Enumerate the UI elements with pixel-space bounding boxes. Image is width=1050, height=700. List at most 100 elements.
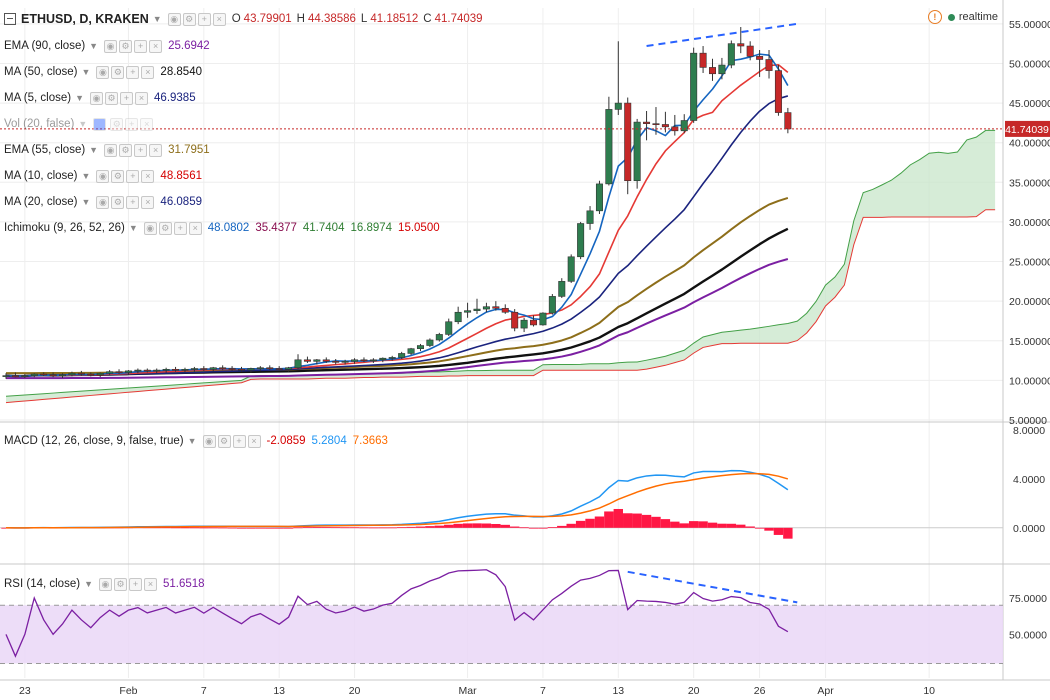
chevron-down-icon[interactable]: ▼ <box>89 41 99 51</box>
chevron-down-icon[interactable]: ▼ <box>152 14 162 24</box>
legend-controls[interactable]: ◉ ⚙ + × <box>98 577 157 591</box>
macd-histogram-bar <box>717 523 727 528</box>
chevron-down-icon[interactable]: ▼ <box>81 171 91 181</box>
legend-controls[interactable]: ◉ ⚙ + × <box>96 195 155 209</box>
legend-ema90[interactable]: EMA (90, close) ▼ ◉ ⚙ + × 25.6942 <box>4 37 216 55</box>
legend-controls[interactable]: ◉ ⚙ + × <box>104 39 163 53</box>
candle-body <box>652 123 660 125</box>
candle-body <box>520 319 528 329</box>
chevron-down-icon[interactable]: ▼ <box>81 197 91 207</box>
legend-controls[interactable]: ◉ ⚙ + × <box>202 434 261 448</box>
time-tick-label: 7 <box>201 685 207 697</box>
chevron-down-icon[interactable]: ▼ <box>89 145 99 155</box>
candle-body <box>379 357 387 361</box>
candle-body <box>59 374 67 377</box>
legend-ma50[interactable]: MA (50, close) ▼ ◉ ⚙ + × 28.8540 <box>4 63 208 81</box>
legend-controls[interactable]: ◉ ⚙ + × <box>104 143 163 157</box>
macd-line <box>5 469 789 529</box>
candle-body <box>435 334 443 341</box>
macd-histogram-bar <box>745 526 755 528</box>
legend-label[interactable]: EMA (55, close) <box>4 144 86 156</box>
collapse-icon[interactable] <box>4 13 16 25</box>
series-controls[interactable]: ◉ ⚙ + × <box>167 12 226 26</box>
legend-macd[interactable]: MACD (12, 26, close, 9, false, true) ▼ ◉ ⚙ +… <box>4 432 394 450</box>
candle-body <box>200 368 208 370</box>
chevron-down-icon[interactable]: ▼ <box>78 119 88 129</box>
candle-body <box>2 375 10 377</box>
candle-body <box>68 372 76 376</box>
candle-body <box>680 120 688 132</box>
ichimoku-cloud <box>6 130 996 403</box>
legend-ma5[interactable]: MA (5, close) ▼ ◉ ⚙ + × 46.9385 <box>4 89 202 107</box>
macd-histogram-bar <box>406 526 416 528</box>
candle-body <box>690 52 698 121</box>
macd-histogram-bar <box>481 523 492 528</box>
legend-rsi[interactable]: RSI (14, close) ▼ ◉ ⚙ + × 51.6518 <box>4 575 211 593</box>
chevron-down-icon[interactable]: ▼ <box>81 67 91 77</box>
symbol-title[interactable]: ETHUSD, D, KRAKEN <box>21 12 149 26</box>
legend-label[interactable]: MACD (12, 26, close, 9, false, true) <box>4 435 184 447</box>
candle-body <box>351 359 359 362</box>
legend-label[interactable]: MA (20, close) <box>4 196 78 208</box>
candle-body <box>21 375 29 377</box>
candle-body <box>256 367 264 370</box>
candle-body <box>11 375 19 377</box>
symbol-legend: ETHUSD, D, KRAKEN ▼ ◉ ⚙ + × O 43.79901 H 44.38… <box>4 10 488 28</box>
legend-ema55[interactable]: EMA (55, close) ▼ ◉ ⚙ + × 31.7951 <box>4 141 216 159</box>
chevron-down-icon[interactable]: ▼ <box>75 93 85 103</box>
price-tick-label: 5.00000 <box>1009 415 1047 427</box>
legend-ma10[interactable]: MA (10, close) ▼ ◉ ⚙ + × 48.8561 <box>4 167 208 185</box>
macd-histogram-bar <box>368 527 379 529</box>
legend-vol[interactable]: Vol (20, false) ▼ ⚙ + × <box>4 115 159 133</box>
chevron-down-icon[interactable]: ▼ <box>187 436 197 446</box>
candle-body <box>501 307 509 313</box>
ichimoku-span-a <box>5 129 996 397</box>
legend-controls[interactable]: ⚙ + × <box>93 117 154 131</box>
rsi-trendline <box>627 570 798 604</box>
candle-body <box>209 367 217 370</box>
trendline <box>646 22 798 48</box>
legend-controls[interactable]: ◉ ⚙ + × <box>90 91 149 105</box>
legend-controls[interactable]: ◉ ⚙ + × <box>143 221 202 235</box>
ohlc-values: O 43.79901 H 44.38586 L 41.18512 C 41.74039 <box>232 13 488 25</box>
legend-value: 48.0802 <box>207 222 250 234</box>
candle-body <box>219 367 227 370</box>
candle-body <box>671 126 679 132</box>
legend-value: 46.9385 <box>154 92 196 104</box>
macd-histogram-bar <box>246 527 256 529</box>
legend-ma20[interactable]: MA (20, close) ▼ ◉ ⚙ + × 46.0859 <box>4 193 208 211</box>
candle-body <box>492 306 500 309</box>
ma10-line <box>5 64 789 377</box>
legend-label[interactable]: Vol (20, false) <box>4 118 75 130</box>
legend-controls[interactable]: ◉ ⚙ + × <box>96 169 155 183</box>
time-tick-label: 26 <box>754 685 766 697</box>
warning-icon[interactable]: ! <box>927 10 942 24</box>
macd-histogram-bar <box>152 527 162 529</box>
legend-label[interactable]: EMA (90, close) <box>4 40 86 52</box>
macd-histogram-bar <box>189 527 200 529</box>
legend-label[interactable]: MA (50, close) <box>4 66 78 78</box>
legend-ichi[interactable]: Ichimoku (9, 26, 52, 26) ▼ ◉ ⚙ + × 48.0802 35.4… <box>4 219 446 237</box>
chevron-down-icon[interactable]: ▼ <box>84 579 93 589</box>
realtime-label: realtime <box>958 11 998 23</box>
legend-controls[interactable]: ◉ ⚙ + × <box>96 65 155 79</box>
legend-label[interactable]: MA (5, close) <box>4 92 72 104</box>
candle-body <box>322 359 330 362</box>
macd-histogram-bar <box>604 511 614 528</box>
legend-label[interactable]: MA (10, close) <box>4 170 78 182</box>
realtime-status: ! realtime <box>927 10 998 24</box>
macd-histogram-bar <box>434 525 445 528</box>
legend-value: 5.2804 <box>311 435 347 447</box>
candle-body <box>360 359 368 362</box>
chevron-down-icon[interactable]: ▼ <box>128 223 138 233</box>
candle-body <box>473 308 481 311</box>
legend-label[interactable]: RSI (14, close) <box>4 578 81 590</box>
rsi-line <box>5 569 789 658</box>
macd-histogram-bar <box>387 527 397 529</box>
legend-label[interactable]: Ichimoku (9, 26, 52, 26) <box>4 222 125 234</box>
macd-tick-label: 0.0000 <box>1013 523 1045 535</box>
macd-histogram-bar <box>425 526 435 528</box>
candle-body <box>605 109 613 185</box>
candle-body <box>774 70 782 113</box>
